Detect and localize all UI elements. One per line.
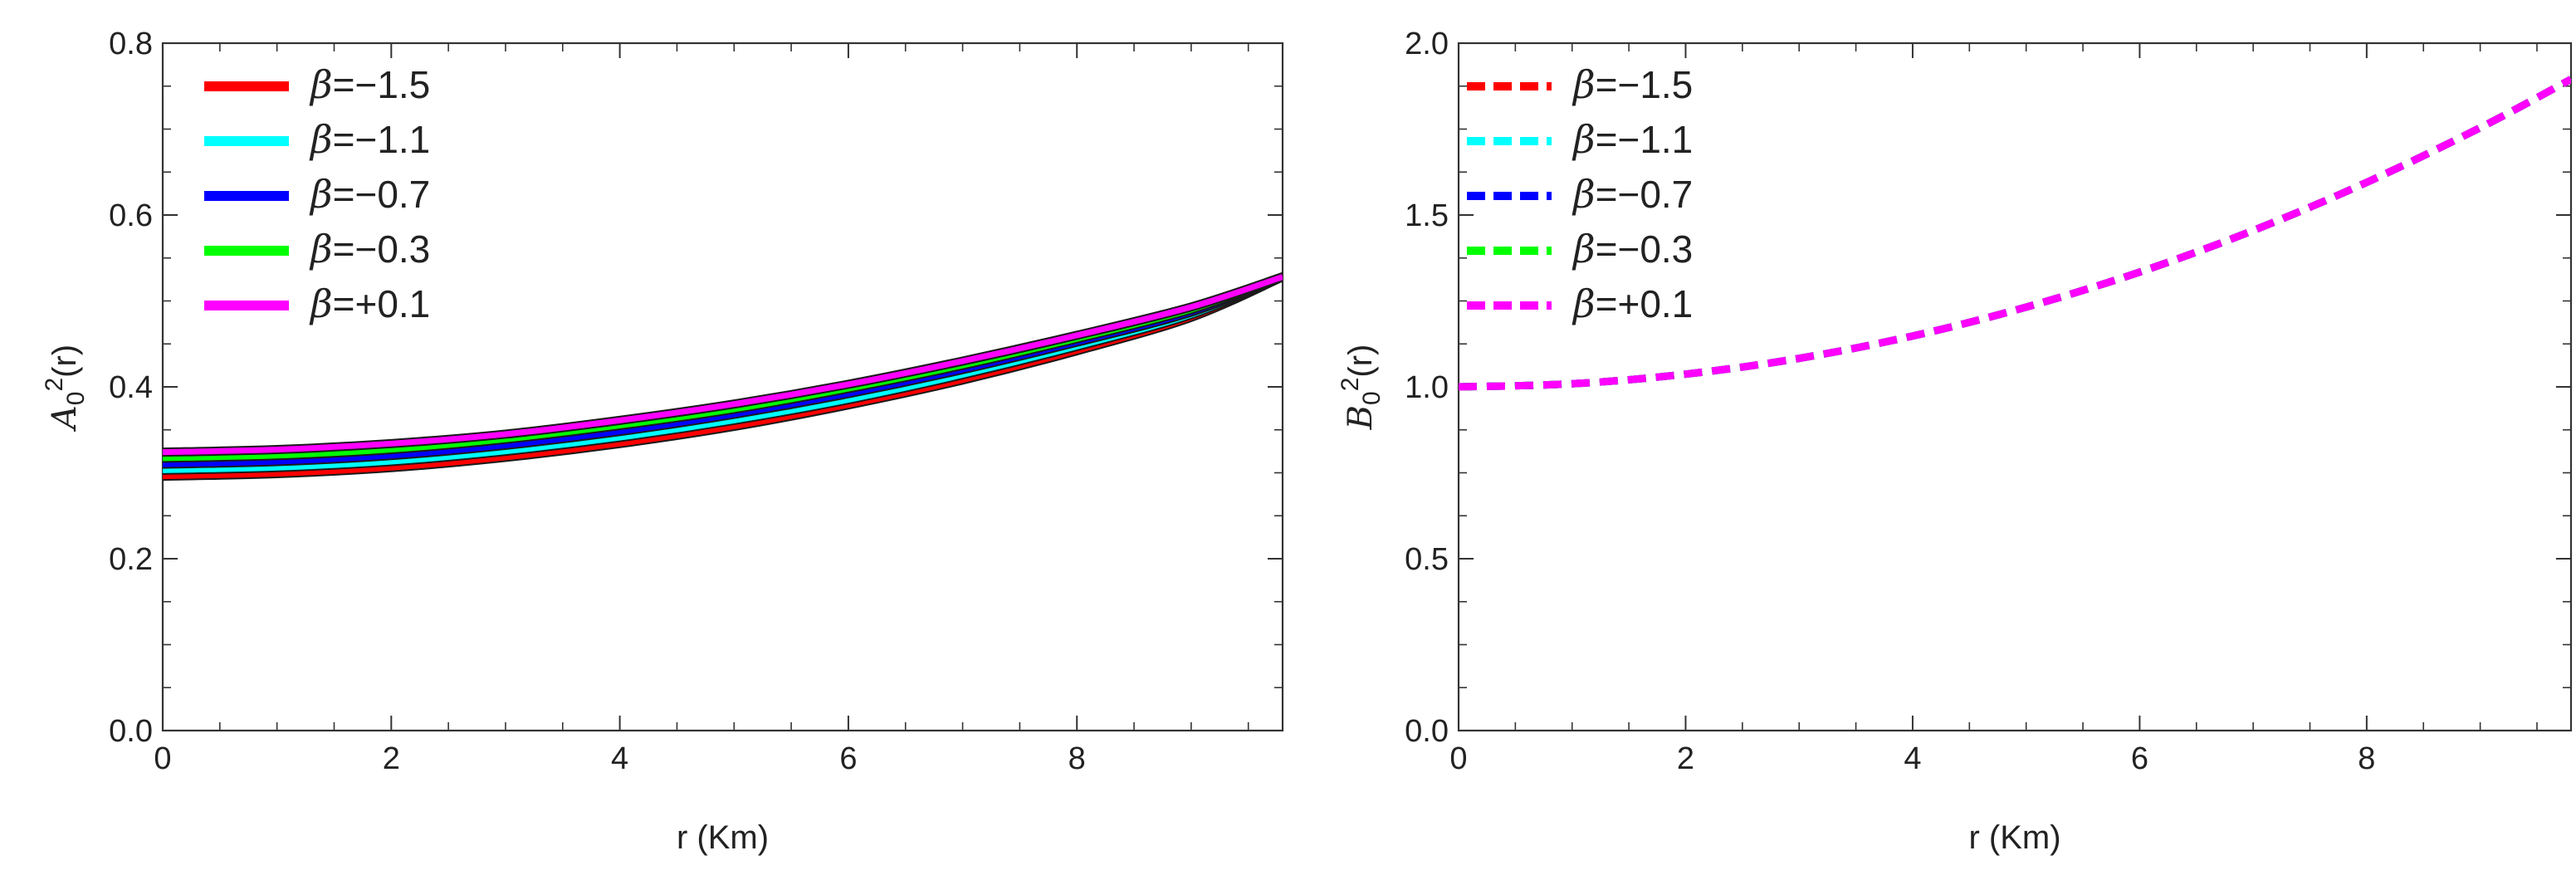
y-axis-label: B02(r)	[1337, 345, 1386, 431]
x-tick-label: 4	[1904, 741, 1921, 776]
x-tick-label: 0	[154, 741, 171, 776]
y-axis-label: A02(r)	[41, 345, 90, 433]
x-axis-label: r (Km)	[677, 819, 769, 856]
y-tick-label: 0.0	[1405, 714, 1449, 749]
series-line-+0.1	[163, 274, 1283, 456]
chart-right: 0 2 4 6 80.00.51.01.52.0r (Km)B02(r)β=−1.5β=…	[1337, 27, 2573, 856]
legend-label: β=−1.5	[1572, 62, 1693, 107]
y-tick-label: 0.0	[109, 714, 153, 749]
x-tick-label: 8	[1068, 741, 1086, 776]
series-lines	[1459, 76, 2571, 391]
legend-label: β=+0.1	[1572, 281, 1693, 326]
y-tick-label: 2.0	[1405, 27, 1449, 61]
legend-label: β=−0.3	[1572, 227, 1693, 271]
legend-label: β=+0.1	[309, 281, 430, 326]
y-tick-label: 0.6	[109, 198, 153, 233]
legend-label: β=−1.1	[1572, 117, 1693, 162]
legend: β=−1.5 β=−1.1 β=−0.7 β=−0.3 β=+0.1	[204, 62, 430, 326]
x-tick-label: 8	[2358, 741, 2375, 776]
legend-label: β=−0.7	[1572, 172, 1693, 217]
y-tick-label: 0.8	[109, 27, 153, 61]
y-tick-label: 1.0	[1405, 370, 1449, 405]
y-tick-label: 1.5	[1405, 198, 1449, 233]
legend-label: β=−1.5	[309, 62, 430, 107]
x-tick-label: 6	[2131, 741, 2148, 776]
legend-label: β=−0.7	[309, 172, 430, 217]
x-tick-label: 0	[1449, 741, 1467, 776]
legend-label: β=−0.3	[309, 227, 430, 271]
y-tick-label: 0.4	[109, 370, 153, 405]
x-tick-label: 2	[383, 741, 400, 776]
y-tick-label: 0.2	[109, 542, 153, 577]
chart-left: 0 2 4 6 80.00.20.40.60.8r (Km)A02(r)β=−1.5β=…	[41, 27, 1284, 856]
series-line-+0.1	[1459, 76, 2571, 391]
legend-label: β=−1.1	[309, 117, 430, 162]
x-tick-label: 2	[1677, 741, 1694, 776]
x-tick-label: 4	[611, 741, 628, 776]
x-tick-label: 6	[839, 741, 857, 776]
x-axis-label: r (Km)	[1968, 819, 2060, 856]
series-lines	[163, 272, 1283, 482]
y-tick-label: 0.5	[1405, 542, 1449, 577]
legend: β=−1.5 β=−1.1 β=−0.7 β=−0.3 β=+0.1	[1467, 62, 1693, 326]
